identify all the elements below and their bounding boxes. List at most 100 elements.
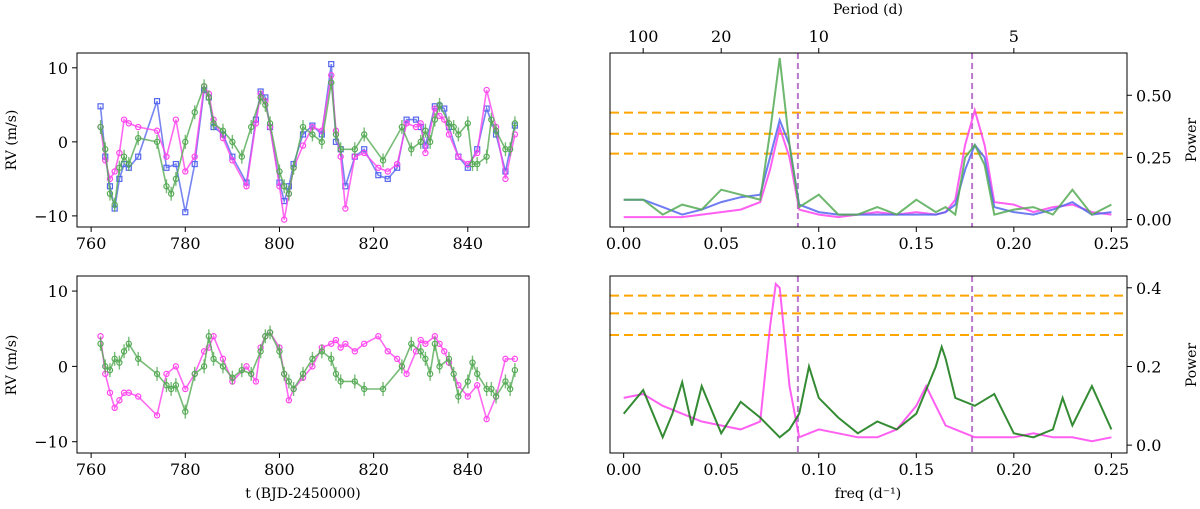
data-point: [332, 336, 340, 344]
periodogram-bottom-xlabel: freq (d⁻¹): [835, 486, 901, 502]
data-point: [97, 123, 104, 131]
data-point: [163, 370, 170, 378]
data-point: [417, 336, 424, 344]
data-point: [511, 366, 519, 374]
data-point: [309, 355, 316, 363]
x-tick-label: 800: [264, 460, 295, 479]
period-axis-label: Period (d): [833, 2, 903, 18]
data-point: [97, 103, 104, 110]
series-line: [623, 116, 1112, 216]
data-point: [384, 175, 391, 182]
y-tick-label: −10: [34, 207, 68, 226]
data-point: [445, 355, 453, 363]
x-tick-label: 0.00: [606, 460, 642, 479]
data-point: [200, 363, 208, 370]
data-point: [412, 116, 420, 123]
period-tick-label: 100: [628, 27, 659, 46]
data-point: [191, 370, 198, 378]
x-tick-label: 820: [358, 234, 389, 253]
data-point: [511, 355, 519, 363]
periodogram-top-marks: [610, 53, 1127, 227]
data-point: [285, 378, 293, 385]
data-point: [106, 389, 114, 396]
x-tick-label: 820: [358, 460, 389, 479]
data-point: [351, 348, 358, 355]
rv-bottom-ylabel: RV (m/s): [4, 335, 20, 396]
data-point: [361, 340, 368, 347]
data-point: [408, 340, 415, 347]
rv-bottom-xlabel: t (BJD-2450000): [245, 486, 360, 502]
rv-bottom-frame: [76, 275, 530, 454]
x-tick-label: 0.15: [898, 234, 934, 253]
data-point: [257, 348, 264, 355]
data-point: [474, 149, 481, 157]
data-point: [106, 366, 114, 374]
x-tick-label: 780: [170, 460, 201, 479]
data-point: [511, 120, 519, 127]
data-point: [502, 378, 509, 385]
data-point: [153, 127, 161, 134]
data-point: [229, 138, 236, 146]
data-point: [238, 153, 245, 160]
x-tick-label: 0.05: [703, 234, 739, 253]
data-point: [262, 101, 269, 109]
data-point: [229, 374, 236, 381]
data-point: [299, 123, 307, 131]
data-point: [153, 138, 161, 146]
data-point: [205, 333, 213, 340]
data-point: [172, 160, 179, 168]
x-tick-label: 0.25: [1094, 460, 1130, 479]
x-tick-label: 780: [170, 234, 201, 253]
data-point: [167, 385, 175, 393]
data-point: [403, 116, 410, 123]
data-point: [445, 120, 453, 127]
data-point: [441, 348, 448, 355]
series-line: [623, 106, 1112, 219]
data-point: [328, 355, 335, 363]
data-point: [290, 164, 297, 171]
data-point: [393, 355, 401, 363]
data-point: [111, 168, 118, 175]
data-point: [280, 370, 288, 378]
data-point: [243, 363, 250, 370]
data-point: [252, 378, 260, 385]
data-point: [474, 370, 481, 378]
data-point: [464, 164, 471, 171]
data-point: [153, 412, 161, 419]
series-line: [622, 343, 1113, 440]
data-point: [172, 363, 180, 370]
data-point: [135, 393, 142, 400]
data-point: [361, 131, 368, 138]
periodogram-top-frame: [609, 52, 1128, 228]
data-point: [266, 120, 274, 127]
series-line: [99, 331, 515, 422]
periodogram-bottom-ticks: 0.00 0.05 0.10 0.15 0.20 0.25 0.0 0.2 0.4: [606, 279, 1162, 479]
data-point: [120, 153, 128, 160]
data-point: [502, 175, 509, 183]
data-point: [328, 79, 335, 86]
data-point: [210, 355, 217, 363]
x-tick-label: 0.20: [996, 234, 1032, 253]
rv-panel-bottom: 760 780 800 820 840 −10 0 10 RV (m/s) t (BJD-24…: [4, 275, 530, 502]
periodogram-panel-top: 0.00 0.05 0.10 0.15 0.20 0.25 0.00 0.25 0.50 100 2…: [606, 2, 1200, 253]
series-line: [623, 57, 1112, 217]
x-tick-label: 840: [453, 460, 484, 479]
y-tick-label: 0: [58, 133, 68, 152]
data-point: [200, 83, 208, 90]
data-point: [102, 363, 109, 370]
periodogram-bottom-frame: [609, 275, 1128, 454]
data-point: [375, 333, 382, 340]
period-tick-label: 5: [1009, 27, 1019, 46]
data-point: [172, 175, 180, 183]
data-point: [455, 131, 462, 138]
data-point: [361, 385, 368, 393]
data-point: [422, 340, 429, 347]
data-point: [337, 146, 344, 153]
data-point: [337, 344, 344, 351]
periodogram-top-ticks: 0.00 0.05 0.10 0.15 0.20 0.25 0.00 0.25 0.50 100 2…: [606, 27, 1172, 253]
data-point: [488, 385, 495, 393]
data-point: [163, 183, 170, 190]
data-point: [379, 385, 387, 393]
data-point: [116, 149, 123, 157]
data-point: [403, 370, 410, 378]
